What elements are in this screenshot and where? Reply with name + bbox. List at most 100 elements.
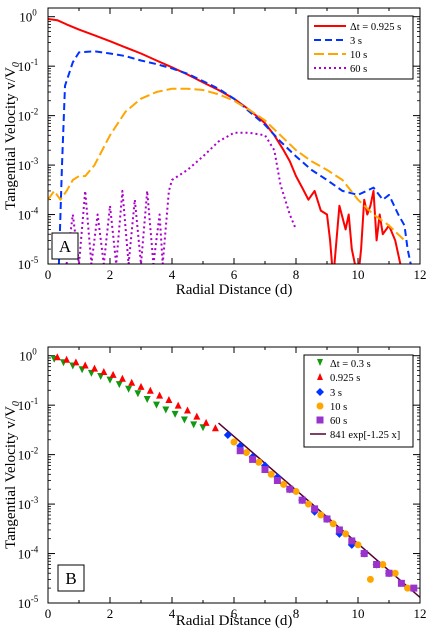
x-tick-label: 6 bbox=[231, 267, 238, 282]
x-tick-label: 12 bbox=[414, 606, 427, 621]
x-tick-labels-a: 0 2 4 6 8 10 12 bbox=[45, 267, 427, 282]
legend-entry-b-3: 10 s bbox=[316, 402, 347, 413]
x-axis-label-b: Radial Distance (d) bbox=[176, 613, 293, 629]
data-point-b-1 bbox=[202, 418, 210, 426]
x-tick-label: 10 bbox=[352, 606, 365, 621]
x-tick-label: 0 bbox=[45, 606, 52, 621]
y-tick-label: 100 bbox=[19, 8, 37, 25]
legend-entry-b-1: 0.925 s bbox=[317, 373, 360, 384]
x-axis-label-a: Radial Distance (d) bbox=[176, 282, 293, 298]
legend-label-b-fit: 841 exp[-1.25 x] bbox=[330, 430, 400, 441]
data-point-b-4 bbox=[261, 466, 269, 474]
legend-entry-a-0: Δt = 0.925 s bbox=[314, 22, 401, 33]
data-point-b-0 bbox=[153, 401, 160, 409]
data-point-b-1 bbox=[100, 367, 108, 375]
y-axis-label-b: Tangential Velocity v/V0 bbox=[3, 401, 22, 549]
x-tick-label: 8 bbox=[293, 606, 300, 621]
svg-text:A: A bbox=[59, 237, 72, 256]
y-tick-exponent: -3 bbox=[31, 495, 39, 505]
legend-entry-b-0: Δt = 0.3 s bbox=[317, 359, 371, 370]
plot-series-a bbox=[48, 18, 412, 264]
data-point-b-3 bbox=[366, 575, 374, 583]
data-point-b-1 bbox=[118, 374, 126, 382]
legend-entry-a-2: 10 s bbox=[314, 50, 367, 61]
legend-label-b-1: 0.925 s bbox=[330, 373, 360, 384]
data-point-b-2 bbox=[223, 430, 232, 439]
y-tick-exponent: -5 bbox=[31, 255, 39, 265]
y-tick-exponent: -1 bbox=[31, 396, 39, 406]
series-line-a-2 bbox=[48, 87, 406, 242]
data-point-b-3 bbox=[354, 541, 362, 549]
data-point-b-3 bbox=[280, 480, 288, 488]
x-tick-label: 12 bbox=[414, 267, 427, 282]
data-point-b-0 bbox=[162, 406, 170, 414]
y-tick-exponent: 0 bbox=[32, 347, 37, 357]
data-point-b-4 bbox=[286, 485, 294, 493]
y-tick-label: 10-5 bbox=[18, 255, 39, 272]
data-point-b-4 bbox=[373, 561, 381, 569]
panel-label-b: B bbox=[57, 564, 85, 592]
data-point-b-4 bbox=[273, 476, 281, 484]
data-point-b-4 bbox=[348, 537, 356, 545]
y-axis-label-a: Tangential Velocity v/V0 bbox=[3, 62, 22, 210]
legend-a: Δt = 0.925 s 3 s 10 s 60 s bbox=[307, 15, 414, 80]
legend-label-b-0: Δt = 0.3 s bbox=[330, 359, 371, 370]
svg-text:B: B bbox=[65, 569, 76, 588]
legend-label-a-3: 60 s bbox=[350, 64, 367, 75]
data-point-b-3 bbox=[391, 569, 399, 577]
panel-b: 100 10-1 10-2 10-3 10-4 10-5 0 2 4 6 8 10 12 Radial… bbox=[3, 346, 427, 629]
data-point-b-4 bbox=[236, 447, 244, 455]
data-point-b-0 bbox=[190, 421, 198, 429]
data-point-b-3 bbox=[342, 530, 350, 538]
data-point-b-0 bbox=[125, 385, 133, 393]
panel-label-a: A bbox=[51, 232, 79, 260]
data-point-b-0 bbox=[106, 376, 114, 384]
plot-frame-a bbox=[47, 7, 421, 265]
data-point-b-4 bbox=[298, 496, 306, 504]
y-tick-label: 10-3 bbox=[18, 495, 39, 512]
legend-entry-b-4: 60 s bbox=[316, 416, 347, 427]
data-point-b-1 bbox=[91, 364, 98, 372]
panel-a: 100 10-1 10-2 10-3 10-4 10-5 0 2 4 6 8 10 12 Radial… bbox=[3, 7, 427, 298]
x-tick-label: 6 bbox=[231, 606, 238, 621]
legend-entry-b-2: 3 s bbox=[316, 388, 342, 399]
y-tick-labels-a: 100 10-1 10-2 10-3 10-4 10-5 bbox=[18, 8, 39, 272]
data-point-b-3 bbox=[267, 470, 275, 478]
y-axis-label-subscript-b: 0 bbox=[11, 401, 22, 406]
y-tick-label: 10-5 bbox=[18, 594, 39, 611]
data-point-b-1 bbox=[72, 358, 80, 366]
legend-label-b-4: 60 s bbox=[330, 416, 347, 427]
data-point-b-3 bbox=[404, 584, 412, 592]
y-tick-label: 100 bbox=[19, 347, 37, 364]
data-point-b-4 bbox=[323, 515, 331, 523]
y-tick-label: 10-4 bbox=[18, 206, 39, 223]
y-tick-exponent: -2 bbox=[31, 107, 39, 117]
y-tick-label: 10-1 bbox=[18, 396, 39, 413]
data-point-b-1 bbox=[137, 382, 145, 390]
data-point-b-1 bbox=[109, 370, 117, 378]
data-point-b-4 bbox=[385, 569, 393, 577]
data-point-b-0 bbox=[180, 416, 188, 424]
x-tick-label: 2 bbox=[107, 606, 114, 621]
data-point-b-3 bbox=[317, 511, 325, 519]
y-tick-exponent: -5 bbox=[31, 594, 39, 604]
data-point-b-3 bbox=[379, 561, 387, 569]
data-point-b-4 bbox=[335, 526, 343, 534]
data-point-b-1 bbox=[193, 412, 201, 420]
y-tick-exponent: -1 bbox=[31, 57, 39, 67]
series-line-a-0 bbox=[48, 18, 402, 264]
data-point-b-1 bbox=[211, 424, 219, 432]
data-point-b-1 bbox=[128, 378, 136, 386]
legend-b: Δt = 0.3 s 0.925 s 3 s 10 s 60 s 841 exp… bbox=[303, 354, 414, 448]
y-tick-label: 10-4 bbox=[18, 545, 39, 562]
data-point-b-4 bbox=[397, 579, 405, 587]
x-tick-label: 10 bbox=[352, 267, 365, 282]
series-line-a-1 bbox=[57, 50, 412, 264]
data-point-b-1 bbox=[53, 353, 61, 361]
data-point-b-0 bbox=[199, 424, 207, 432]
y-tick-label: 10-3 bbox=[18, 156, 39, 173]
legend-label-a-0: Δt = 0.925 s bbox=[350, 22, 401, 33]
data-point-b-4 bbox=[249, 455, 257, 463]
y-tick-exponent: 0 bbox=[32, 8, 37, 18]
